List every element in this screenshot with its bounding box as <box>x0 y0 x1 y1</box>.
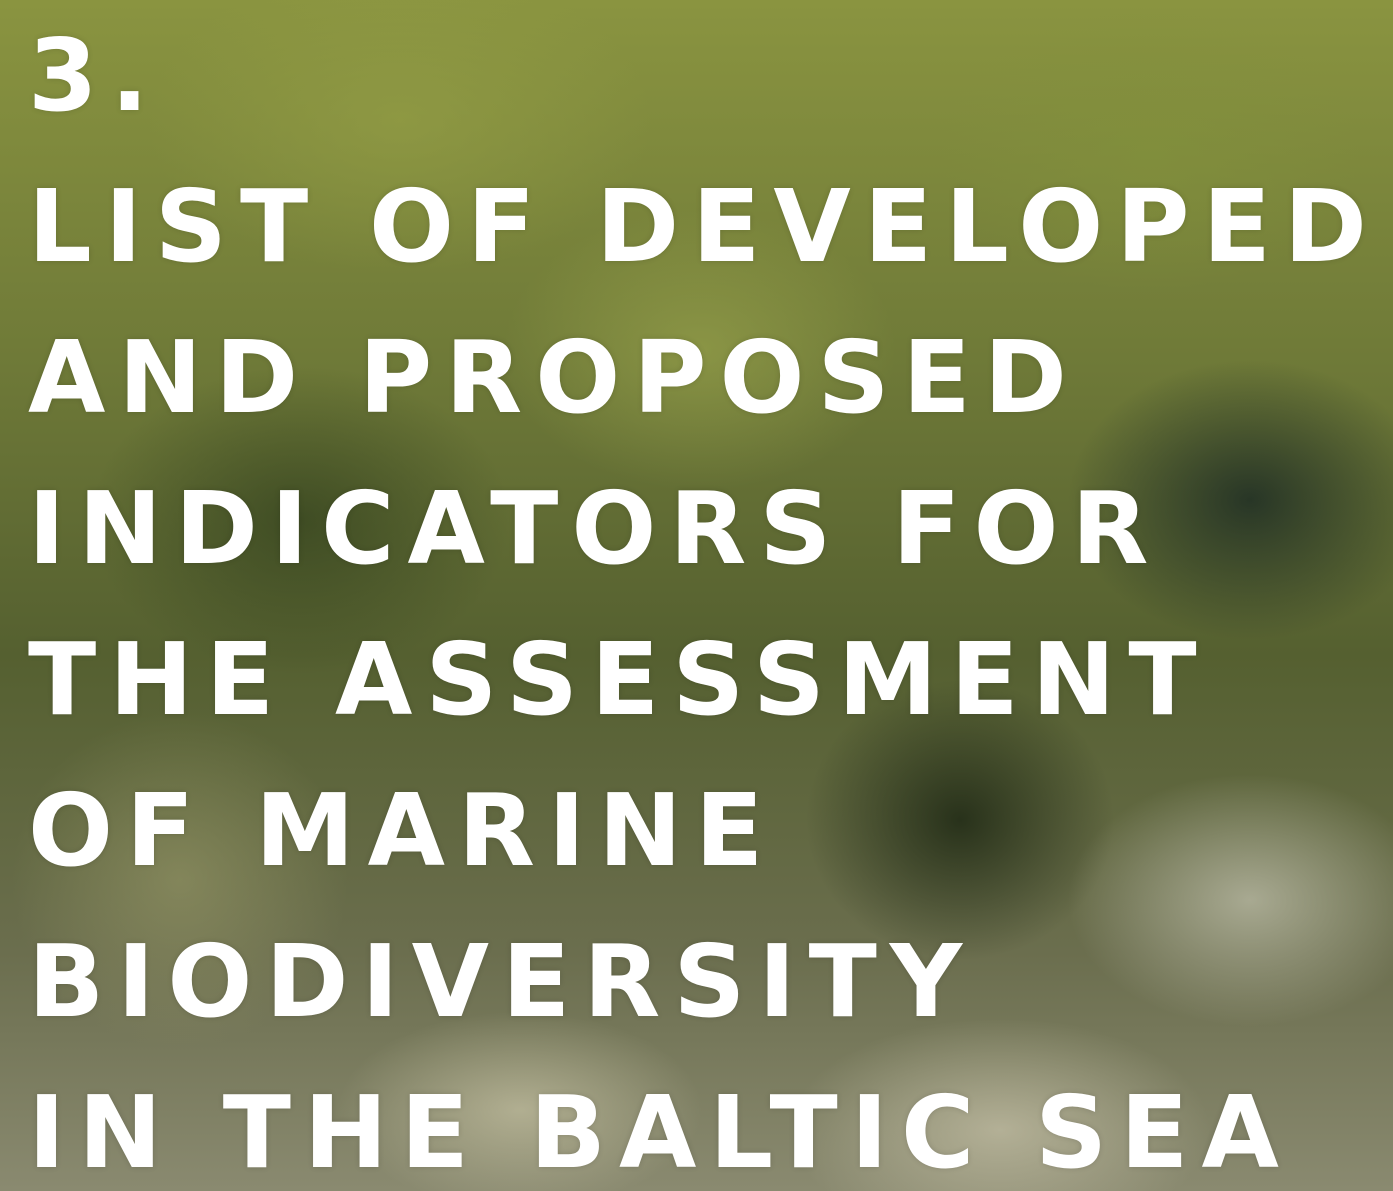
title-line: BIODIVERSITY <box>28 923 976 1040</box>
title-line: LIST OF DEVELOPED <box>28 168 1380 285</box>
chapter-heading: 3. LIST OF DEVELOPED AND PROPOSED INDICATO… <box>28 0 1380 1191</box>
title-line: THE ASSESSMENT <box>28 621 1210 738</box>
title-line: OF MARINE <box>28 772 777 889</box>
title-line: INDICATORS FOR <box>28 470 1162 587</box>
title-line: IN THE BALTIC SEA <box>28 1074 1292 1191</box>
chapter-number: 3. <box>28 17 162 134</box>
title-line: AND PROPOSED <box>28 319 1080 436</box>
